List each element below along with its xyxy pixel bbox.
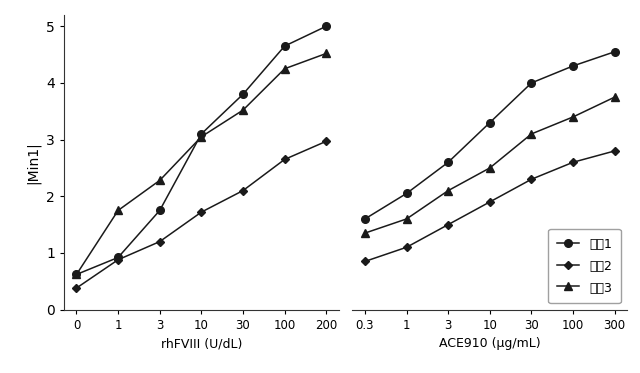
試蔡3 [198,135,205,139]
X-axis label: rhFVIII (U/dL): rhFVIII (U/dL) [161,337,242,350]
試蔡3 [569,115,577,119]
試蔡3 [115,208,122,213]
試蔡3 [323,51,330,56]
試蔡3 [611,95,618,99]
Line: 試蔡2: 試蔡2 [362,148,618,264]
試蔡2 [403,245,410,250]
試蔡1 [527,81,535,85]
試蔡1 [361,217,369,221]
試蔡3 [281,66,289,71]
試蔡1 [569,64,577,68]
試蔡1 [239,92,247,97]
試蔡1 [198,132,205,136]
試蔡1 [611,50,618,54]
試蔡2 [156,239,164,244]
試蔡1 [73,272,81,277]
試蔡1 [444,160,452,164]
試蔡1 [156,208,164,213]
試蔡2 [281,157,289,162]
試蔡2 [323,139,330,144]
試蔡2 [115,257,122,262]
試蔡1 [281,44,289,48]
試蔡3 [486,166,493,170]
Line: 試蔡1: 試蔡1 [73,22,330,278]
試蔡2 [239,188,247,193]
試蔡3 [156,178,164,183]
試蔡3 [403,217,410,221]
試蔡3 [239,108,247,112]
試蔡2 [527,177,535,182]
試蔡3 [444,188,452,193]
X-axis label: ACE910 (μg/mL): ACE910 (μg/mL) [439,337,541,350]
Line: 試蔡1: 試蔡1 [361,48,618,223]
試蔡3 [361,231,369,235]
試蔡3 [73,272,81,277]
Line: 試蔡3: 試蔡3 [361,93,618,237]
Legend: 試蔡1, 試蔡2, 試蔡3: 試蔡1, 試蔡2, 試蔡3 [548,229,621,303]
Line: 試蔡2: 試蔡2 [74,138,330,291]
試蔡2 [611,149,618,153]
試蔡1 [486,120,493,125]
試蔡2 [73,286,81,290]
試蔡2 [361,259,369,264]
Y-axis label: |Min1|: |Min1| [26,141,40,184]
試蔡1 [323,24,330,28]
Line: 試蔡3: 試蔡3 [73,50,330,278]
試蔡1 [115,255,122,260]
試蔡2 [569,160,577,164]
試蔡2 [486,200,493,204]
試蔡1 [403,191,410,196]
試蔡2 [444,222,452,227]
試蔡2 [198,210,205,214]
試蔡3 [527,132,535,136]
